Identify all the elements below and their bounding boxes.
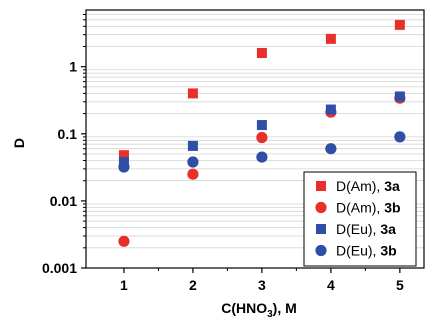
series: [118, 131, 406, 173]
x-axis-title-unit: ), M: [273, 300, 297, 316]
x-tick-label: 5: [396, 277, 404, 293]
square-marker: [316, 224, 326, 234]
circle-marker: [315, 244, 327, 257]
square-marker: [256, 120, 267, 131]
square-marker: [256, 48, 267, 59]
legend-label: D(Eu), 3a: [336, 221, 396, 237]
legend-item: D(Am), 3a: [316, 178, 400, 194]
y-tick-label: 0.01: [50, 193, 77, 209]
legend-label-prefix: D(Am),: [336, 200, 384, 216]
x-tick-label: 3: [258, 277, 266, 293]
square-marker: [325, 33, 336, 44]
legend-label-compound: 3a: [380, 221, 396, 237]
circle-marker: [187, 168, 199, 180]
series: [118, 19, 405, 161]
legend-label: D(Am), 3b: [336, 200, 401, 216]
circle-marker: [118, 161, 130, 173]
circle-marker: [394, 131, 406, 143]
square-marker: [187, 140, 198, 151]
legend-label-compound: 3b: [380, 243, 396, 259]
y-tick-label: 0.001: [42, 260, 77, 276]
x-axis-title-subscript: 3: [267, 309, 273, 320]
circle-marker: [187, 156, 199, 168]
legend-label-compound: 3b: [384, 200, 400, 216]
legend-label-compound: 3a: [384, 178, 400, 194]
y-axis-title: D: [11, 138, 27, 148]
square-marker: [187, 88, 198, 99]
legend-label-prefix: D(Eu),: [336, 243, 380, 259]
legend-label-prefix: D(Eu),: [336, 221, 380, 237]
x-tick-label: 2: [189, 277, 197, 293]
square-marker: [316, 181, 326, 191]
plot-frame: [85, 9, 425, 269]
axis-ticks: 0.001 0.01 0.1 1 1 2 3 4 5: [42, 13, 404, 293]
legend-item: D(Eu), 3b: [315, 243, 397, 259]
legend-item: D(Am), 3b: [315, 200, 401, 216]
square-marker: [394, 19, 405, 30]
legend-item: D(Eu), 3a: [316, 221, 396, 237]
square-marker: [394, 91, 405, 102]
circle-marker: [325, 143, 337, 155]
legend: D(Am), 3aD(Am), 3bD(Eu), 3aD(Eu), 3b: [303, 171, 417, 267]
grid-lines: [86, 14, 424, 249]
x-axis-title: C(HNO3), M: [221, 300, 297, 320]
circle-marker: [118, 235, 130, 247]
square-marker: [118, 150, 129, 161]
y-tick-label: 1: [69, 59, 77, 75]
circle-marker: [256, 131, 268, 144]
plot-series: [118, 19, 406, 247]
circle-marker: [315, 201, 327, 214]
square-marker: [325, 104, 336, 115]
legend-label-prefix: D(Am),: [336, 178, 384, 194]
legend-label: D(Eu), 3b: [336, 243, 397, 259]
legend-label: D(Am), 3a: [336, 178, 400, 194]
circle-marker: [256, 151, 268, 163]
x-tick-label: 1: [120, 277, 128, 293]
y-tick-label: 0.1: [58, 126, 78, 142]
x-tick-label: 4: [327, 277, 335, 293]
